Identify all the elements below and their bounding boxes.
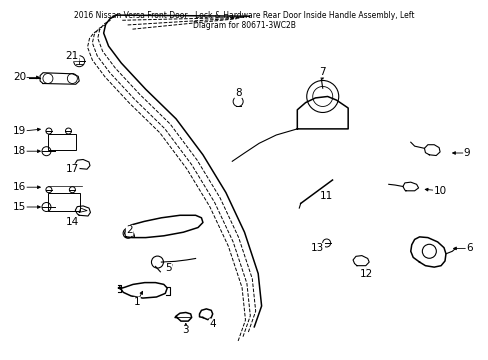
Text: 4: 4: [209, 319, 216, 329]
Text: 17: 17: [65, 164, 79, 174]
Text: 9: 9: [463, 148, 469, 158]
Text: 18: 18: [13, 146, 26, 156]
Text: 14: 14: [65, 217, 79, 228]
Text: 3: 3: [182, 325, 189, 336]
Text: 11: 11: [319, 191, 333, 201]
Text: 7: 7: [319, 67, 325, 77]
Text: 2016 Nissan Versa Front Door - Lock & Hardware Rear Door Inside Handle Assembly,: 2016 Nissan Versa Front Door - Lock & Ha…: [74, 11, 414, 30]
Bar: [48, 134, 76, 150]
Text: 12: 12: [359, 269, 373, 279]
Text: 19: 19: [13, 126, 26, 136]
Text: 20: 20: [13, 72, 26, 82]
Text: 1: 1: [133, 297, 140, 307]
Text: 2: 2: [126, 225, 133, 235]
Text: 15: 15: [13, 202, 26, 212]
Text: 5: 5: [165, 263, 172, 273]
Bar: [48, 193, 80, 211]
Text: 6: 6: [465, 243, 472, 253]
Text: 13: 13: [310, 243, 324, 253]
Text: 10: 10: [433, 186, 446, 196]
Text: 21: 21: [65, 51, 79, 61]
Text: 16: 16: [13, 182, 26, 192]
Text: 8: 8: [234, 88, 241, 98]
